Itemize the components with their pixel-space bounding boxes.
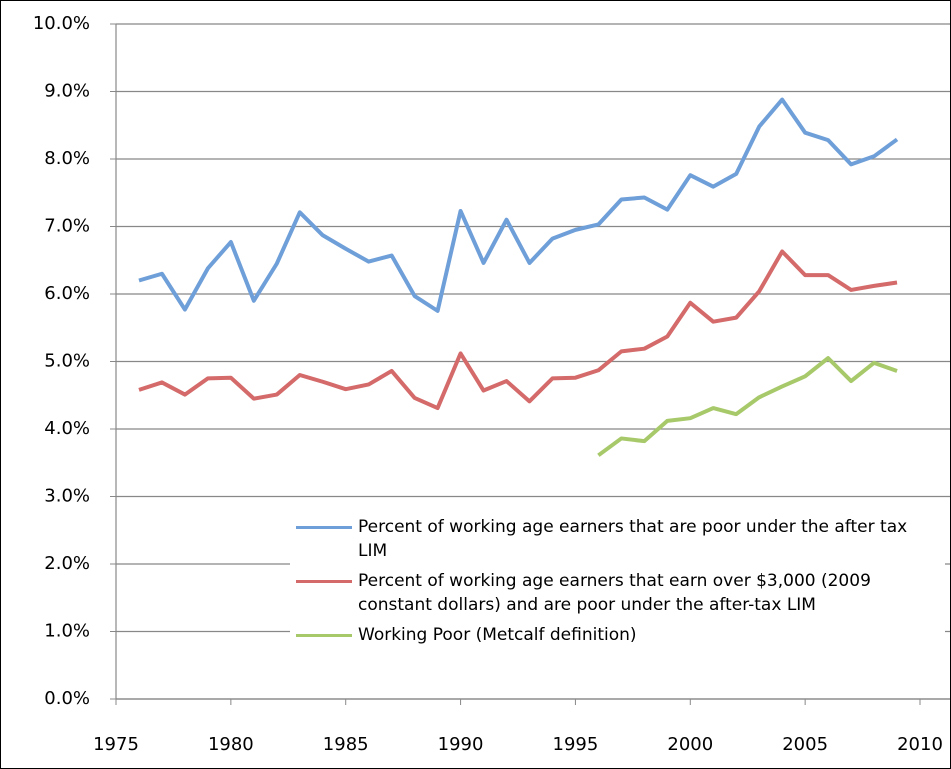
x-tick-label: 1995 [553,734,599,755]
legend-label: Percent of working age earners that earn… [358,571,871,615]
x-tick-label: 1975 [93,734,139,755]
y-tick-label: 4.0% [44,418,90,439]
y-tick-label: 7.0% [44,216,90,237]
data-line [138,249,898,411]
y-tick-label: 2.0% [44,553,90,574]
x-tick-label: 1985 [323,734,369,755]
legend: Percent of working age earners that are … [290,505,945,655]
legend-swatch [296,526,352,529]
y-tick-label: 0.0% [44,688,90,709]
x-tick-label: 2000 [667,734,713,755]
y-tick-label: 5.0% [44,351,90,372]
x-tick-label: 1980 [208,734,254,755]
x-tick-label: 1990 [438,734,484,755]
y-tick-label: 9.0% [44,81,90,102]
data-line [138,97,899,313]
x-tick-label: 2005 [782,734,828,755]
legend-swatch [296,580,352,583]
y-tick-label: 6.0% [44,283,90,304]
data-line [597,356,898,457]
legend-swatch [296,634,352,637]
legend-label: Percent of working age earners that are … [358,517,908,561]
y-tick-label: 1.0% [44,621,90,642]
y-tick-label: 8.0% [44,148,90,169]
legend-label: Working Poor (Metcalf definition) [358,625,637,645]
x-tick-label: 2010 [897,734,943,755]
y-tick-label: 3.0% [44,486,90,507]
y-tick-label: 10.0% [33,13,90,34]
